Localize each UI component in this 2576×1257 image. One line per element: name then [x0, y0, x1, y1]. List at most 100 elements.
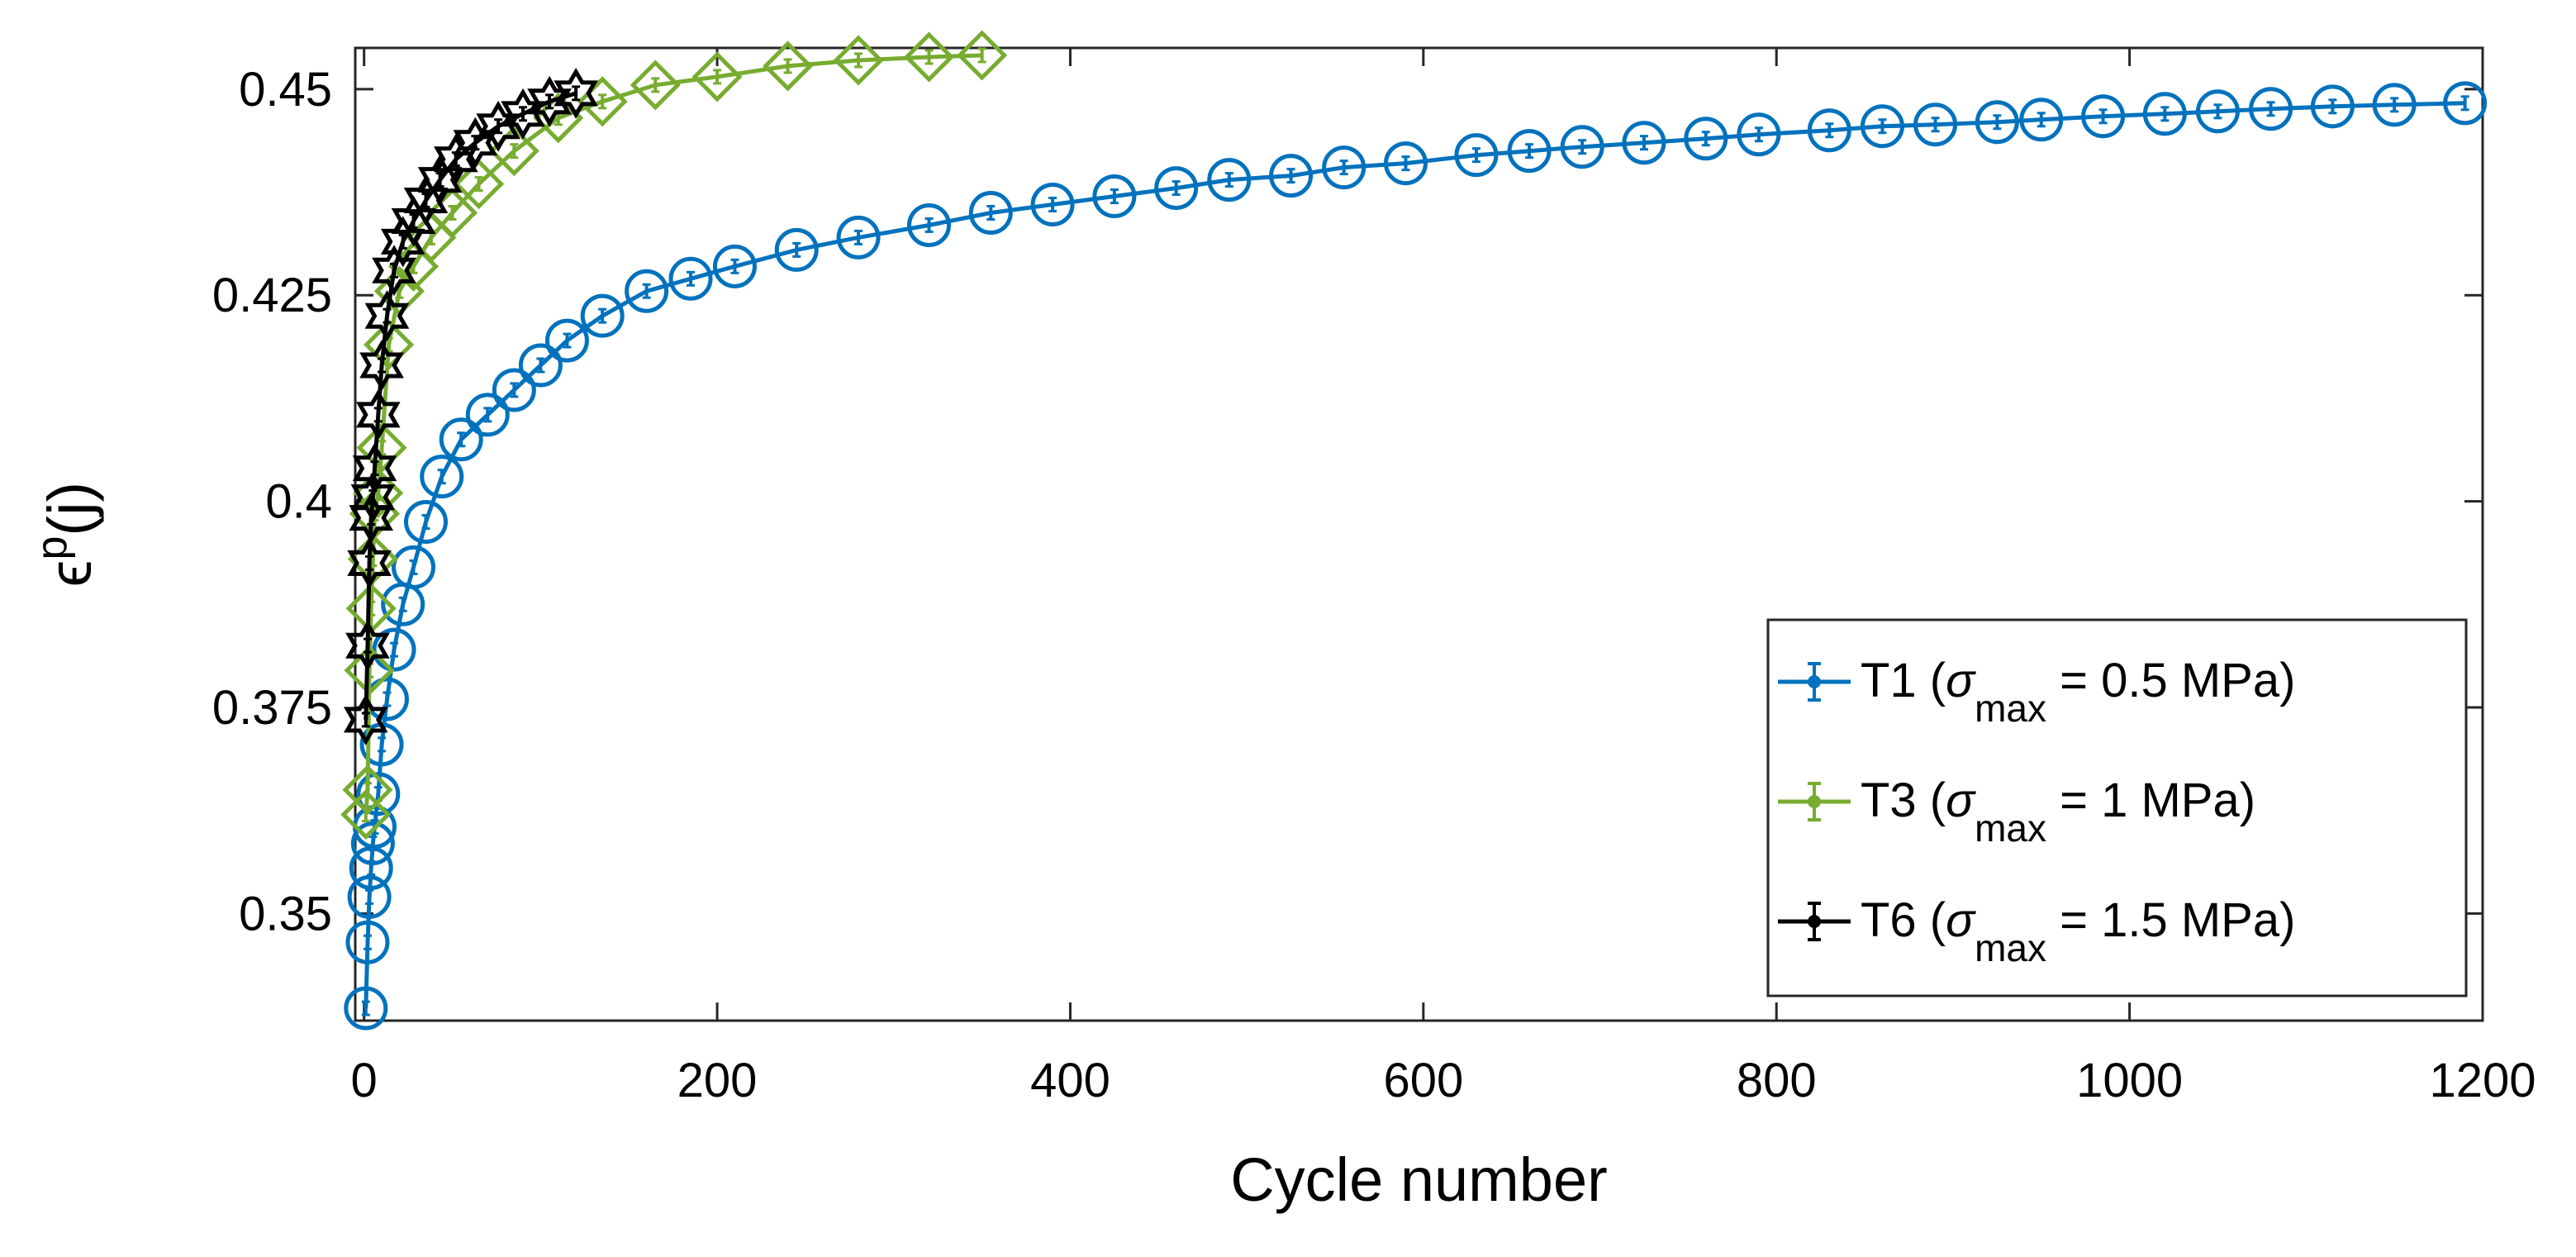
y-tick-label: 0.35 — [239, 887, 332, 940]
data-point — [903, 31, 955, 83]
data-point — [352, 442, 397, 494]
data-point — [453, 117, 498, 169]
series-line — [364, 101, 2465, 1009]
x-tick-label: 400 — [1030, 1054, 1110, 1107]
data-point — [347, 537, 392, 589]
x-tick-label: 800 — [1737, 1054, 1817, 1107]
data-point — [1383, 141, 1428, 186]
data-point — [454, 159, 505, 210]
data-point — [1322, 145, 1366, 190]
data-point — [668, 256, 713, 301]
data-point — [356, 422, 407, 474]
y-tick-label: 0.4 — [265, 475, 332, 529]
data-point — [492, 368, 536, 412]
data-point — [347, 874, 392, 919]
data-point — [1092, 174, 1137, 219]
y-axis-title-rest: (j) — [36, 482, 104, 536]
data-point — [957, 30, 1008, 81]
data-point — [630, 60, 681, 111]
data-point — [344, 986, 388, 1031]
data-point — [364, 290, 410, 342]
x-tick-label: 1000 — [2076, 1054, 2183, 1107]
legend-entry-2: T3 (σmax = 1 MPa) — [1778, 774, 2255, 850]
data-point — [2310, 84, 2355, 129]
data-point — [774, 227, 819, 272]
data-point — [625, 269, 669, 313]
data-point — [350, 821, 395, 866]
data-point — [2081, 94, 2126, 139]
data-point — [1684, 117, 1728, 161]
x-tick-label: 1200 — [2429, 1054, 2536, 1107]
series-layer — [340, 30, 2488, 1031]
data-point — [763, 40, 814, 92]
data-point — [2142, 92, 2187, 136]
data-point — [345, 920, 390, 964]
legend-entry-3: T6 (σmax = 1.5 MPa) — [1778, 893, 2295, 969]
y-tick-label: 0.375 — [212, 681, 332, 735]
data-point — [2195, 89, 2240, 134]
data-point — [692, 51, 743, 102]
y-tick-label: 0.45 — [239, 63, 332, 117]
data-point — [968, 190, 1013, 235]
data-point — [1560, 125, 1604, 169]
data-point — [350, 471, 396, 523]
y-axis-title-symbol: ϵ — [36, 559, 104, 587]
x-tick-label: 200 — [677, 1054, 758, 1107]
data-point — [2372, 83, 2417, 127]
legend-dot — [1808, 915, 1821, 928]
data-point — [907, 202, 952, 247]
data-point — [712, 244, 757, 288]
data-point — [426, 187, 478, 239]
legend-label: T1 (σmax = 0.5 MPa) — [1861, 654, 2295, 730]
legend: T1 (σmax = 0.5 MPa) T3 (σmax = 1 MPa) T6 (… — [1766, 618, 2468, 998]
data-point — [439, 417, 483, 462]
data-point — [403, 500, 448, 545]
data-point — [1622, 121, 1666, 165]
data-point — [356, 772, 401, 817]
data-point — [2019, 98, 2064, 142]
data-point — [1269, 154, 1314, 198]
data-point — [372, 245, 416, 297]
y-axis-title-superscript: p — [28, 536, 76, 560]
data-point — [836, 215, 881, 259]
series-3 — [344, 67, 598, 745]
data-point — [359, 340, 404, 391]
data-point — [580, 293, 625, 338]
legend-box — [1766, 618, 2468, 998]
legend-label: T6 (σmax = 1.5 MPa) — [1861, 893, 2295, 969]
data-point — [1860, 104, 1904, 149]
data-point — [544, 318, 589, 363]
data-point — [465, 393, 510, 437]
data-point — [2249, 87, 2293, 131]
data-point — [527, 75, 572, 127]
legend-dot — [1808, 675, 1821, 688]
data-point — [1154, 166, 1199, 211]
data-point — [1807, 108, 1851, 153]
data-point — [1737, 112, 1781, 157]
x-tick-label: 600 — [1383, 1054, 1463, 1107]
data-point — [364, 319, 415, 370]
x-axis-title: Cycle number — [1230, 1145, 1608, 1214]
x-tick-label: 0 — [351, 1054, 378, 1107]
legend-dot — [1808, 795, 1821, 808]
y-tick-label: 0.425 — [212, 269, 332, 322]
data-point — [1207, 158, 1252, 202]
data-point — [2443, 81, 2488, 126]
data-point — [345, 620, 390, 672]
data-point — [344, 645, 395, 696]
x-axis: 0 200 400 600 800 1000 1200 — [351, 48, 2536, 1107]
data-point — [1975, 100, 2019, 145]
data-point — [1454, 133, 1499, 178]
data-point — [476, 100, 520, 152]
legend-label: T3 (σmax = 1 MPa) — [1861, 774, 2255, 850]
data-point — [1913, 102, 1958, 147]
data-point — [417, 154, 463, 206]
data-point — [342, 764, 393, 816]
data-point — [1507, 129, 1552, 174]
data-point — [392, 545, 436, 589]
axes-frame — [354, 46, 2484, 1022]
data-point — [833, 35, 884, 86]
data-point — [372, 627, 416, 672]
data-point — [518, 343, 563, 388]
